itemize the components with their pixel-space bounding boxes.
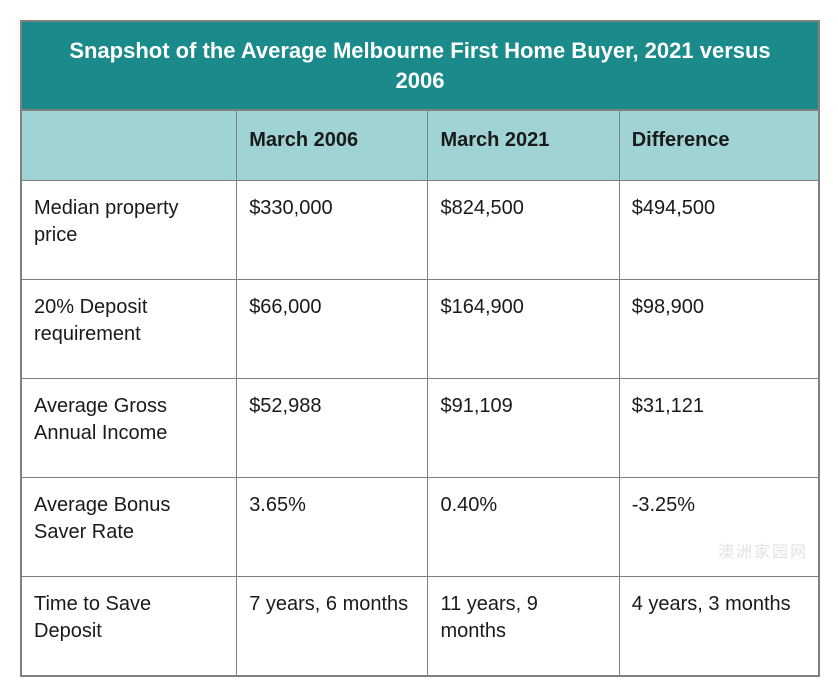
- cell-2006: 3.65%: [237, 478, 428, 577]
- table-row: Average Gross Annual Income $52,988 $91,…: [22, 379, 819, 478]
- cell-2021: $164,900: [428, 280, 619, 379]
- cell-diff: $494,500: [619, 181, 818, 280]
- cell-diff: -3.25%: [619, 478, 818, 577]
- row-label: Average Bonus Saver Rate: [22, 478, 237, 577]
- table-row: Average Bonus Saver Rate 3.65% 0.40% -3.…: [22, 478, 819, 577]
- cell-diff: $31,121: [619, 379, 818, 478]
- cell-2021: $91,109: [428, 379, 619, 478]
- header-2006: March 2006: [237, 111, 428, 181]
- cell-2021: $824,500: [428, 181, 619, 280]
- table-title: Snapshot of the Average Melbourne First …: [21, 21, 819, 110]
- row-label: Median property price: [22, 181, 237, 280]
- data-table: March 2006 March 2021 Difference Median …: [21, 110, 819, 676]
- table-row: 20% Deposit requirement $66,000 $164,900…: [22, 280, 819, 379]
- header-2021: March 2021: [428, 111, 619, 181]
- table-row: Median property price $330,000 $824,500 …: [22, 181, 819, 280]
- row-label: 20% Deposit requirement: [22, 280, 237, 379]
- header-row: March 2006 March 2021 Difference: [22, 111, 819, 181]
- comparison-table: Snapshot of the Average Melbourne First …: [20, 20, 820, 677]
- cell-2021: 0.40%: [428, 478, 619, 577]
- cell-2006: $330,000: [237, 181, 428, 280]
- cell-diff: $98,900: [619, 280, 818, 379]
- cell-2006: $52,988: [237, 379, 428, 478]
- header-blank: [22, 111, 237, 181]
- row-label: Average Gross Annual Income: [22, 379, 237, 478]
- header-diff: Difference: [619, 111, 818, 181]
- cell-2006: $66,000: [237, 280, 428, 379]
